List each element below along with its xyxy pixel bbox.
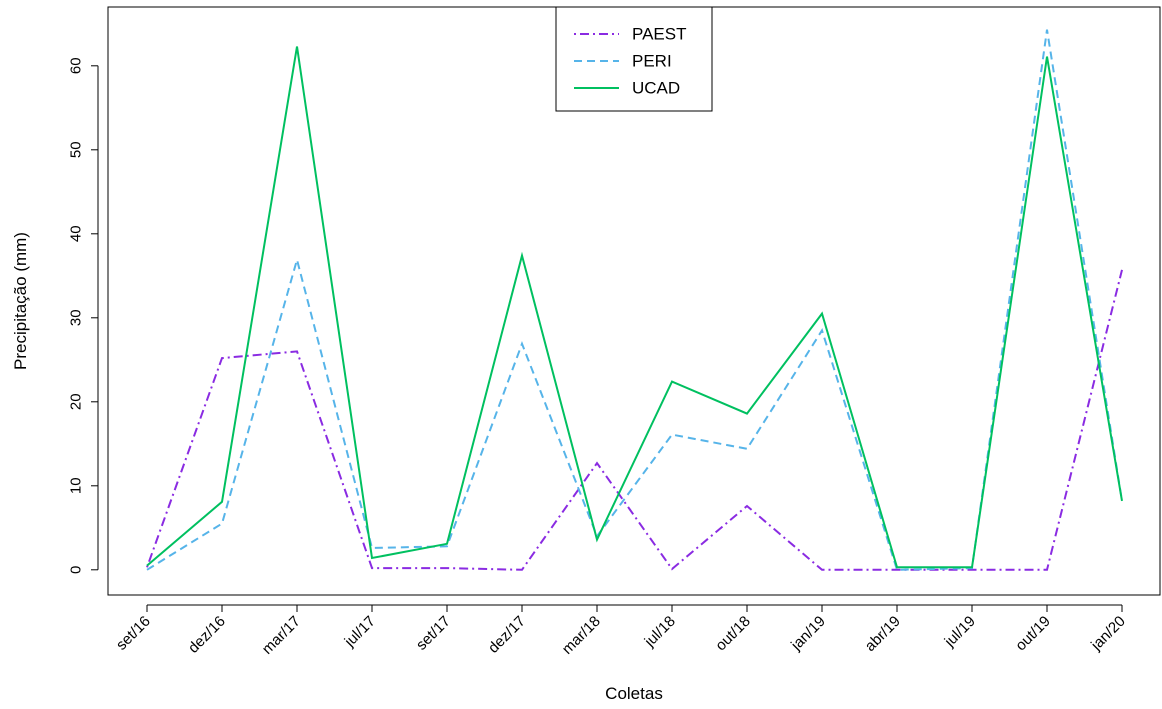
x-tick-label: jan/20 <box>1087 613 1129 655</box>
legend-label-ucad: UCAD <box>632 79 680 98</box>
y-tick-label: 10 <box>68 477 85 494</box>
y-tick-label: 0 <box>68 566 85 574</box>
series-line-ucad <box>146 46 1123 569</box>
x-axis-title: Coletas <box>605 684 663 703</box>
series-line-peri <box>146 29 1123 571</box>
legend-box <box>555 6 713 112</box>
series-layer <box>146 29 1123 571</box>
y-tick-label: 20 <box>68 393 85 410</box>
x-tick-label: set/17 <box>413 613 454 654</box>
y-tick-label: 40 <box>68 225 85 242</box>
x-tick-label: out/19 <box>1012 613 1054 655</box>
x-axis: set/16 dez/16 mar/17 jul/17 set/17 dez/17 mar/… <box>113 604 1129 658</box>
x-tick-label: dez/16 <box>185 613 229 657</box>
y-tick-label: 50 <box>68 141 85 158</box>
y-tick-label: 60 <box>68 57 85 74</box>
legend: PAEST PERI UCAD <box>555 6 713 112</box>
x-tick-label: mar/18 <box>559 613 604 658</box>
x-tick-label: abr/19 <box>862 613 904 655</box>
y-axis: 0 10 20 30 40 50 60 <box>68 57 99 574</box>
legend-label-paest: PAEST <box>632 25 686 44</box>
x-tick-label: jul/19 <box>941 613 979 651</box>
x-tick-label: dez/17 <box>485 613 529 657</box>
legend-label-peri: PERI <box>632 52 672 71</box>
series-line-paest <box>146 269 1123 571</box>
y-axis-title: Precipitação (mm) <box>11 232 30 370</box>
x-tick-label: jul/17 <box>341 613 379 651</box>
x-tick-label: out/18 <box>712 613 754 655</box>
y-tick-label: 30 <box>68 309 85 326</box>
x-tick-label: jul/18 <box>641 613 679 651</box>
x-tick-label: jan/19 <box>787 613 829 655</box>
x-tick-label: set/16 <box>113 613 154 654</box>
x-tick-label: mar/17 <box>259 613 304 658</box>
